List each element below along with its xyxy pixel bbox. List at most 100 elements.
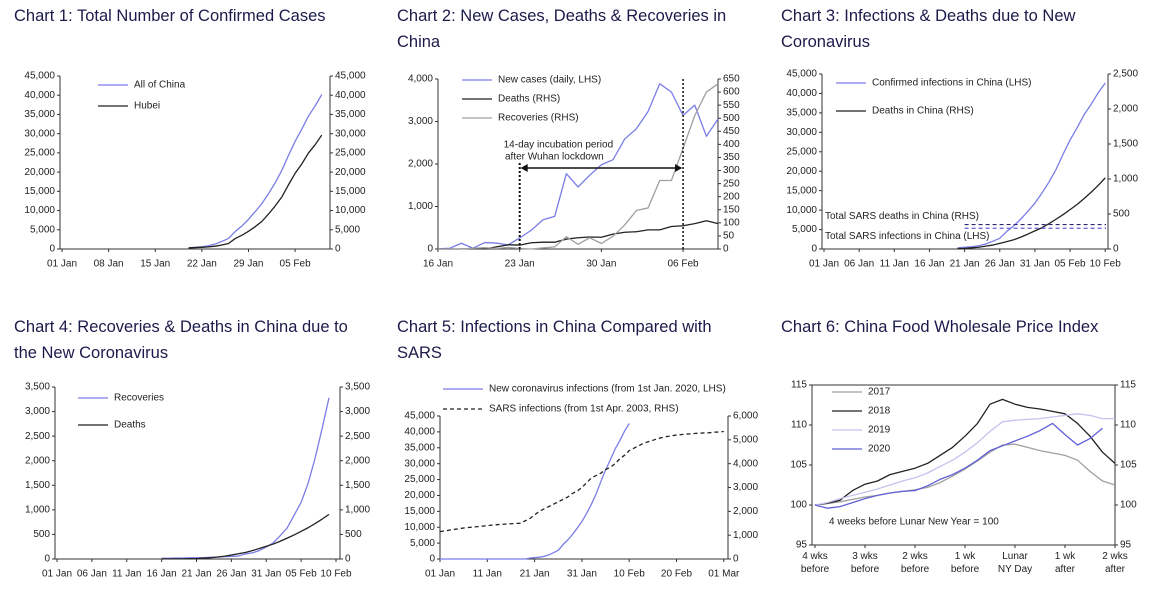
x-tick-label: 05 Feb — [280, 259, 312, 270]
y-tick-label: 40,000 — [404, 427, 435, 438]
legend-label: New coronavirus infections (from 1st Jan… — [489, 384, 726, 395]
x-tick-label: 01 Jan — [425, 569, 455, 580]
x-tick-label: 05 Feb — [1054, 259, 1086, 270]
y2-tick-label: 6,000 — [733, 411, 758, 422]
series-line — [814, 413, 1115, 506]
annotation: 14-day incubation period — [504, 140, 614, 151]
y2-tick-label: 10,000 — [335, 205, 366, 216]
y2-tick-label: 0 — [723, 244, 729, 255]
x-tick-label: 06 Jan — [844, 259, 874, 270]
chart-title: Chart 6: China Food Wholesale Price Inde… — [781, 318, 1099, 336]
x-tick-label: 21 Jan — [520, 569, 550, 580]
series-line — [957, 177, 1106, 250]
legend-label: Deaths (RHS) — [498, 94, 560, 105]
y-tick-label: 105 — [790, 460, 807, 471]
y2-tick-label: 2,500 — [1113, 69, 1138, 80]
series-line — [439, 430, 724, 533]
series-line — [161, 513, 330, 560]
x-tick-label: 31 Jan — [567, 569, 597, 580]
legend-label: Confirmed infections in China (LHS) — [872, 78, 1032, 89]
series-line — [188, 134, 323, 249]
y-tick-label: 40,000 — [24, 90, 55, 101]
series-line — [440, 423, 630, 560]
y-tick-label: 30,000 — [24, 128, 55, 139]
y2-tick-label: 2,000 — [345, 455, 370, 466]
x-tick-label: 16 Jan — [423, 259, 453, 270]
y2-tick-label: 0 — [335, 244, 341, 255]
y2-tick-label: 500 — [1113, 209, 1130, 220]
x-tick-label: 16 Jan — [914, 259, 944, 270]
x-tick-label: 05 Feb — [286, 569, 318, 580]
y2-tick-label: 100 — [723, 217, 740, 228]
y-tick-label: 3,000 — [408, 116, 433, 127]
series-line — [814, 398, 1116, 506]
y-tick-label: 110 — [791, 420, 807, 431]
annotation: 4 weeks before Lunar New Year = 100 — [829, 517, 999, 528]
x-tick-label: 06 Jan — [77, 569, 107, 580]
y-tick-label: 25,000 — [404, 474, 435, 485]
y2-tick-label: 450 — [723, 126, 740, 137]
annotation: after Wuhan lockdown — [505, 152, 604, 163]
y-tick-label: 115 — [791, 380, 807, 391]
legend-label: SARS infections (from 1st Apr. 2003, RHS… — [489, 404, 679, 415]
series-line — [957, 82, 1106, 249]
y2-tick-label: 650 — [723, 74, 740, 85]
y2-tick-label: 2,500 — [345, 431, 370, 442]
y2-tick-label: 3,000 — [345, 406, 370, 417]
y-tick-label: 40,000 — [786, 88, 817, 99]
legend-label: Deaths in China (RHS) — [872, 106, 974, 117]
x-tick-label: 1 wk before — [950, 551, 980, 575]
series-line — [438, 220, 719, 250]
y2-tick-label: 1,000 — [345, 504, 370, 515]
y-tick-label: 0 — [44, 554, 50, 565]
y-tick-label: 20,000 — [786, 166, 817, 177]
y2-tick-label: 20,000 — [335, 167, 366, 178]
series-line — [188, 94, 323, 249]
y-tick-label: 25,000 — [786, 146, 817, 157]
y-tick-label: 10,000 — [786, 205, 817, 216]
legend-label: Recoveries — [114, 393, 164, 404]
y2-tick-label: 5,000 — [733, 434, 758, 445]
y2-tick-label: 300 — [723, 165, 740, 176]
x-tick-label: 21 Jan — [181, 569, 211, 580]
y2-tick-label: 105 — [1120, 460, 1137, 471]
y-tick-label: 2,000 — [408, 159, 433, 170]
y2-tick-label: 1,000 — [1113, 174, 1138, 185]
y2-tick-label: 2,000 — [733, 506, 758, 517]
y-tick-label: 5,000 — [792, 224, 817, 235]
y-tick-label: 0 — [811, 244, 817, 255]
legend-label: New cases (daily, LHS) — [498, 75, 601, 86]
y2-tick-label: 200 — [723, 191, 740, 202]
y-tick-label: 15,000 — [786, 185, 817, 196]
y-tick-label: 45,000 — [404, 411, 435, 422]
series-line — [814, 422, 1103, 509]
y2-tick-label: 550 — [723, 100, 740, 111]
x-tick-label: Lunar NY Day — [997, 551, 1033, 575]
y-tick-label: 20,000 — [404, 490, 435, 501]
x-tick-label: 01 Mar — [708, 569, 740, 580]
y-tick-label: 15,000 — [404, 506, 435, 517]
x-tick-label: 21 Jan — [950, 259, 980, 270]
y2-tick-label: 100 — [1120, 500, 1137, 511]
x-tick-label: 06 Feb — [667, 259, 699, 270]
y2-tick-label: 0 — [733, 554, 739, 565]
y-tick-label: 0 — [49, 244, 55, 255]
y-tick-label: 1,000 — [408, 201, 433, 212]
y2-tick-label: 2,000 — [1113, 104, 1138, 115]
y-tick-label: 20,000 — [24, 167, 55, 178]
chart-title: Chart 4: Recoveries & Deaths in China du… — [14, 318, 348, 362]
x-tick-label: 16 Jan — [147, 569, 177, 580]
legend-label: All of China — [134, 80, 186, 91]
y-tick-label: 35,000 — [404, 442, 435, 453]
x-tick-label: 11 Jan — [112, 569, 141, 580]
y2-tick-label: 3,500 — [345, 382, 370, 393]
y2-tick-label: 600 — [723, 87, 740, 98]
x-tick-label: 23 Jan — [505, 259, 535, 270]
y-tick-label: 15,000 — [24, 186, 55, 197]
x-tick-label: 15 Jan — [140, 259, 170, 270]
x-tick-label: 26 Jan — [985, 259, 1015, 270]
x-tick-label: 31 Jan — [1020, 259, 1050, 270]
x-tick-label: 1 wk after — [1054, 551, 1076, 575]
legend-label: 2020 — [868, 444, 891, 455]
